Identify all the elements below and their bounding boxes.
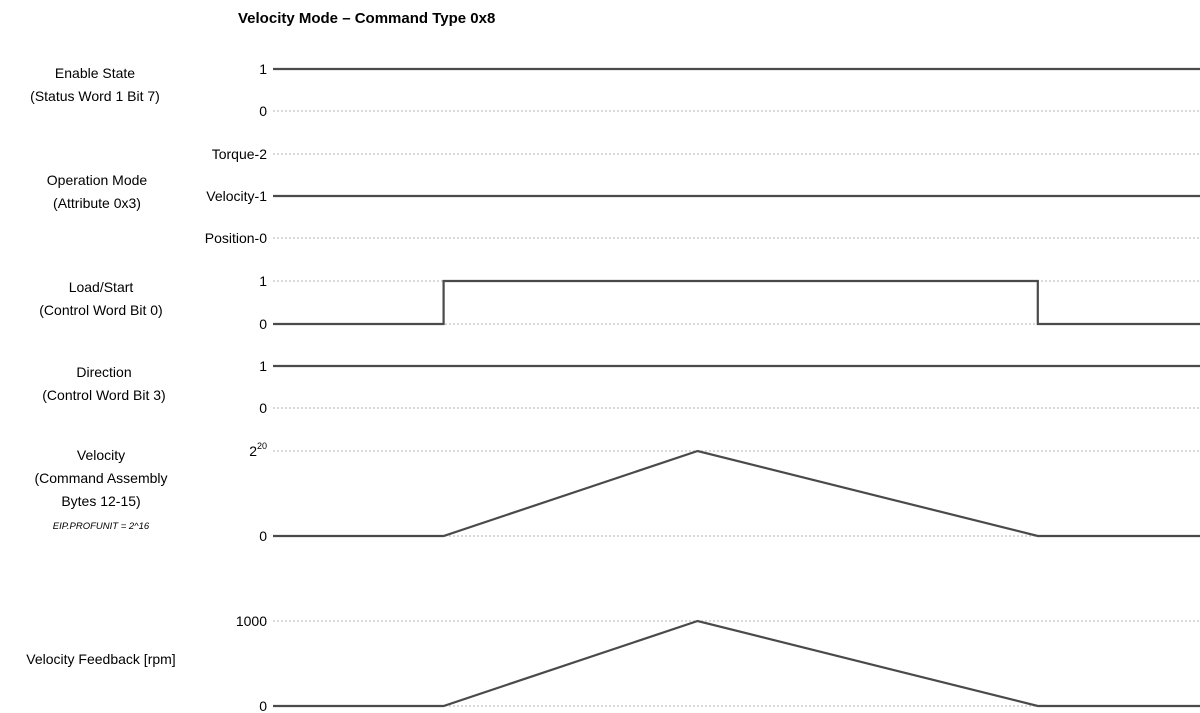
signal-waveform: [273, 449, 1200, 538]
signal-label: Enable State: [55, 65, 135, 81]
level-tick-label: 0: [259, 698, 267, 713]
level-tick-label: Velocity-1: [206, 188, 267, 204]
level-tick-label: 1: [259, 358, 267, 374]
signal-waveform: [273, 619, 1200, 708]
signal-label: Load/Start: [69, 279, 134, 295]
level-tick-label: 0: [259, 400, 267, 416]
chart-title: Velocity Mode – Command Type 0x8: [238, 10, 495, 27]
signal-waveform: [273, 279, 1200, 326]
level-tick-label: Position-0: [205, 230, 267, 246]
level-tick-label: 0: [259, 316, 267, 332]
signal-row: 1000 0 Velocity Feedback [rpm]: [26, 613, 1200, 713]
signal-label: (Command Assembly: [34, 470, 167, 486]
signal-row: 220 0 Velocity (Command Assembly Bytes 12-15…: [34, 441, 1200, 544]
level-tick-label: 1: [259, 61, 267, 77]
level-tick-label: 1: [259, 273, 267, 289]
signal-row: 1 0 Load/Start (Control Word Bit 0): [39, 273, 1200, 332]
signal-label: Operation Mode: [47, 172, 148, 188]
signal-row: Torque-2 Velocity-1 Position-0 Operation Mo…: [47, 146, 1200, 246]
signal-note: EIP.PROFUNIT = 2^16: [53, 521, 150, 532]
signal-label: (Attribute 0x3): [53, 195, 141, 211]
level-tick-label: 0: [259, 103, 267, 119]
signal-label: Direction: [76, 364, 131, 380]
level-tick-label: 1000: [236, 613, 267, 629]
signal-label: Velocity: [77, 447, 125, 463]
signal-row: 1 0 Direction (Control Word Bit 3): [42, 358, 1200, 416]
signal-label: Bytes 12-15): [61, 493, 140, 509]
level-tick-label: 0: [259, 528, 267, 544]
signal-row: 1 0 Enable State (Status Word 1 Bit 7): [30, 61, 1200, 119]
signal-label: (Status Word 1 Bit 7): [30, 88, 160, 104]
signal-label: (Control Word Bit 3): [42, 387, 165, 403]
level-tick-label: Torque-2: [212, 146, 267, 162]
level-tick-label: 220: [249, 441, 267, 459]
signal-label: Velocity Feedback [rpm]: [26, 651, 175, 667]
signal-label: (Control Word Bit 0): [39, 302, 162, 318]
